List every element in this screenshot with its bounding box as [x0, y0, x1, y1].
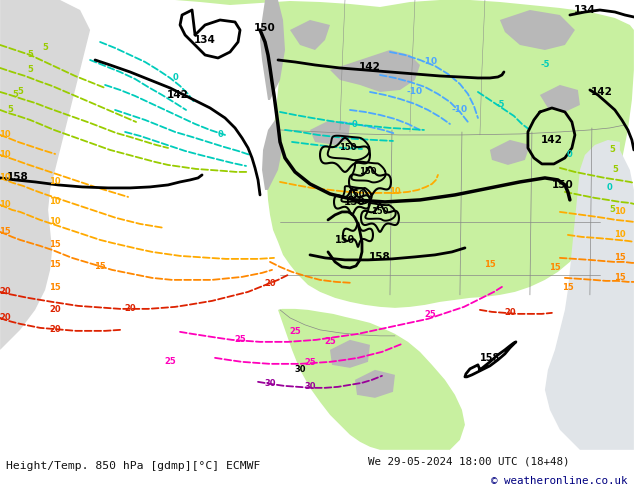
Text: 5: 5	[12, 91, 18, 99]
Text: 10: 10	[49, 197, 61, 206]
Text: 150: 150	[552, 180, 574, 190]
Text: 158: 158	[369, 252, 391, 262]
Text: 15: 15	[614, 253, 626, 263]
Polygon shape	[330, 340, 370, 368]
Text: 10: 10	[0, 200, 11, 209]
Text: 150: 150	[339, 144, 357, 152]
Text: 20: 20	[49, 305, 61, 315]
Text: 15: 15	[484, 260, 496, 270]
Text: 134: 134	[194, 35, 216, 45]
Text: 15: 15	[0, 227, 11, 236]
Text: 5: 5	[7, 105, 13, 115]
Text: 0: 0	[567, 150, 573, 159]
Text: 5: 5	[27, 66, 33, 74]
Text: -5: -5	[495, 100, 505, 109]
Text: 0: 0	[352, 121, 358, 129]
Polygon shape	[355, 370, 395, 398]
Text: 20: 20	[0, 314, 11, 322]
Text: 10: 10	[614, 207, 626, 217]
Text: 150: 150	[254, 23, 276, 33]
Text: 15: 15	[614, 273, 626, 282]
Text: 5: 5	[612, 166, 618, 174]
Polygon shape	[0, 0, 90, 350]
Text: 30: 30	[264, 379, 276, 389]
Text: 10: 10	[614, 230, 626, 240]
Text: Height/Temp. 850 hPa [gdmp][°C] ECMWF: Height/Temp. 850 hPa [gdmp][°C] ECMWF	[6, 461, 261, 471]
Polygon shape	[278, 309, 465, 450]
Text: 10: 10	[0, 150, 11, 159]
Text: 15: 15	[562, 283, 574, 293]
Polygon shape	[262, 120, 282, 190]
Polygon shape	[500, 10, 575, 50]
Text: 15: 15	[49, 241, 61, 249]
Text: © weatheronline.co.uk: © weatheronline.co.uk	[491, 476, 628, 486]
Text: 10: 10	[49, 218, 61, 226]
Text: -5: -5	[540, 60, 550, 70]
Text: 20: 20	[264, 279, 276, 289]
Text: 30: 30	[304, 382, 316, 392]
Text: 150: 150	[344, 197, 366, 207]
Text: 5: 5	[609, 146, 615, 154]
Text: 15: 15	[94, 262, 106, 271]
Text: 134: 134	[574, 5, 596, 15]
Text: 0: 0	[607, 183, 612, 193]
Text: 15: 15	[49, 283, 61, 293]
Text: 25: 25	[164, 357, 176, 367]
Polygon shape	[330, 50, 420, 92]
Text: 20: 20	[0, 287, 11, 296]
Polygon shape	[260, 0, 285, 100]
Text: 142: 142	[167, 90, 189, 100]
Text: 5: 5	[27, 50, 33, 59]
Text: 25: 25	[324, 337, 336, 346]
Text: 10: 10	[0, 173, 11, 182]
Text: 0: 0	[172, 74, 178, 82]
Text: 15: 15	[49, 260, 61, 270]
Text: 150: 150	[372, 207, 389, 217]
Text: 15: 15	[549, 264, 561, 272]
Text: 5: 5	[609, 205, 615, 215]
Text: 150: 150	[347, 191, 365, 199]
Polygon shape	[310, 120, 350, 145]
Polygon shape	[540, 85, 580, 112]
Text: We 29-05-2024 18:00 UTC (18+48): We 29-05-2024 18:00 UTC (18+48)	[368, 456, 569, 466]
Text: 0: 0	[217, 130, 223, 140]
Text: 30: 30	[294, 366, 306, 374]
Text: 25: 25	[424, 310, 436, 319]
Text: 25: 25	[234, 335, 246, 344]
Text: 5: 5	[17, 87, 23, 97]
Text: 150: 150	[359, 168, 377, 176]
Text: 10: 10	[389, 187, 401, 196]
Text: 158: 158	[480, 353, 500, 363]
Text: 25: 25	[304, 358, 316, 368]
Text: 20: 20	[504, 308, 515, 318]
Text: -10: -10	[452, 105, 468, 115]
Text: 158: 158	[7, 172, 29, 182]
Text: 150: 150	[335, 235, 355, 245]
Polygon shape	[545, 140, 634, 450]
Text: -10: -10	[407, 87, 423, 97]
Text: 5: 5	[42, 44, 48, 52]
Text: -10: -10	[422, 57, 438, 67]
Text: 142: 142	[591, 87, 613, 97]
Text: 20: 20	[49, 325, 61, 334]
Text: 142: 142	[541, 135, 563, 145]
Polygon shape	[490, 140, 530, 165]
Text: 10: 10	[0, 130, 11, 140]
Polygon shape	[290, 20, 330, 50]
Text: 20: 20	[124, 304, 136, 314]
Text: 25: 25	[289, 327, 301, 336]
Text: 10: 10	[49, 177, 61, 186]
Text: 142: 142	[359, 62, 381, 72]
Polygon shape	[175, 0, 634, 308]
